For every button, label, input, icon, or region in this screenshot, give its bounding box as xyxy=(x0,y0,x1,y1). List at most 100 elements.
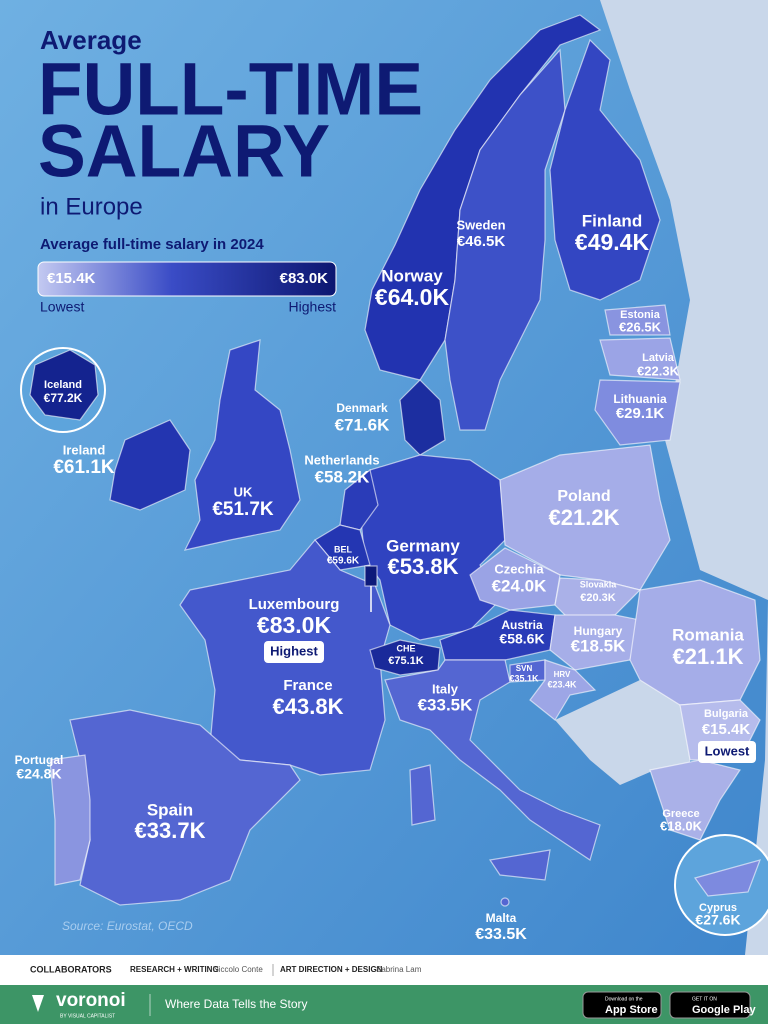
country-name: Hungary xyxy=(574,624,623,638)
country-name: Portugal xyxy=(15,753,64,767)
country-value: €77.2K xyxy=(44,391,83,405)
country-shape xyxy=(488,849,551,881)
credits-name: Sabrina Lam xyxy=(376,965,422,974)
country-value: €21.1K xyxy=(673,644,744,669)
country-value: €21.2K xyxy=(549,505,620,530)
country-shape xyxy=(594,379,681,446)
country-shape xyxy=(529,659,597,721)
country-shape xyxy=(364,565,378,587)
country-name: France xyxy=(283,677,332,694)
credits-bar xyxy=(0,955,768,985)
legend-bar xyxy=(37,261,337,297)
country-value: €24.8K xyxy=(16,766,61,782)
country-name: Norway xyxy=(381,266,443,285)
country-value: €26.5K xyxy=(619,319,662,334)
country-value: €15.4K xyxy=(702,721,751,738)
credits-role: ART DIRECTION + DESIGN xyxy=(280,965,383,974)
country-value: €83.0K xyxy=(257,612,332,638)
country-name: Bulgaria xyxy=(704,708,749,720)
badge-text: Lowest xyxy=(705,743,750,758)
country-name: Germany xyxy=(386,536,460,555)
country-value: €43.8K xyxy=(273,694,344,719)
button-label: App Store xyxy=(605,1004,658,1016)
country-name: Ireland xyxy=(63,442,106,457)
country-value: €18.5K xyxy=(571,636,627,655)
legend-max: €83.0K xyxy=(280,270,329,287)
country-name: Greece xyxy=(662,808,699,820)
country-shape xyxy=(694,859,761,897)
tagline: Where Data Tells the Story xyxy=(165,997,308,1011)
country-name: SVN xyxy=(516,664,533,673)
country-shape xyxy=(49,754,91,886)
country-name: HRV xyxy=(554,670,571,679)
other-land xyxy=(600,0,768,955)
country-shape xyxy=(409,764,436,826)
country-name: Malta xyxy=(486,911,517,925)
country-value: €71.6K xyxy=(335,415,391,434)
legend-low: Lowest xyxy=(40,299,84,315)
country-name: UK xyxy=(234,484,253,499)
credits-name: Niccolo Conte xyxy=(213,965,263,974)
title: SALARY xyxy=(38,110,330,193)
country-value: €51.7K xyxy=(212,499,274,520)
country-value: €61.1K xyxy=(53,457,115,478)
country-name: Luxembourg xyxy=(249,596,340,613)
country-shape xyxy=(183,339,301,551)
country-shape xyxy=(109,419,191,511)
country-name: Poland xyxy=(557,488,610,505)
country-value: €58.6K xyxy=(499,631,544,647)
country-name: Denmark xyxy=(336,401,388,415)
subtitle: Average full-time salary in 2024 xyxy=(40,236,264,253)
country-name: Slovakia xyxy=(580,579,618,589)
other-land xyxy=(555,680,690,785)
google-play-button[interactable] xyxy=(669,991,751,1019)
country-value: €33.7K xyxy=(135,818,206,843)
country-value: €33.5K xyxy=(418,695,474,714)
button-small: Download on the xyxy=(605,996,643,1002)
button-label: Google Play xyxy=(692,1004,756,1016)
country-value: €35.1K xyxy=(509,673,539,683)
badge xyxy=(264,641,324,663)
kicker: Average xyxy=(40,25,142,55)
country-name: Lithuania xyxy=(613,392,667,406)
brand-sub: BY VISUAL CAPITALIST xyxy=(60,1013,115,1019)
country-name: Estonia xyxy=(620,309,661,321)
country-shape xyxy=(500,897,510,907)
country-value: €53.8K xyxy=(388,554,459,579)
country-value: €46.5K xyxy=(457,233,506,250)
source: Source: Eurostat, OECD xyxy=(62,919,193,933)
country-value: €33.5K xyxy=(475,926,527,943)
country-name: Romania xyxy=(672,625,744,644)
country-shape xyxy=(339,468,379,531)
country-shape xyxy=(604,304,671,336)
credits-role: RESEARCH + WRITING xyxy=(130,965,219,974)
brand: voronoi xyxy=(56,990,126,1011)
app-store-button[interactable] xyxy=(582,991,662,1019)
country-name: CHE xyxy=(396,643,415,653)
country-value: €22.3K xyxy=(637,363,680,378)
country-name: Cyprus xyxy=(699,902,737,914)
country-name: BEL xyxy=(334,544,353,554)
country-value: €23.4K xyxy=(547,679,577,689)
country-name: Netherlands xyxy=(304,452,379,467)
country-name: Czechia xyxy=(494,561,544,576)
country-shape xyxy=(444,48,566,431)
country-value: €75.1K xyxy=(388,655,424,667)
title: FULL-TIME xyxy=(38,48,423,131)
country-name: Latvia xyxy=(642,352,675,364)
suffix: in Europe xyxy=(40,193,143,220)
country-value: €64.0K xyxy=(375,284,450,310)
country-name: Austria xyxy=(501,618,543,632)
country-shape xyxy=(29,349,99,421)
legend-min: €15.4K xyxy=(47,270,96,287)
country-name: Sweden xyxy=(456,217,505,232)
country-name: Spain xyxy=(147,800,193,819)
country-shape xyxy=(599,337,681,381)
country-shape xyxy=(499,444,671,591)
country-shape xyxy=(549,38,661,301)
country-value: €24.0K xyxy=(492,576,548,595)
badge-text: Highest xyxy=(270,643,318,658)
country-value: €58.2K xyxy=(315,467,371,486)
country-name: Italy xyxy=(432,681,459,696)
